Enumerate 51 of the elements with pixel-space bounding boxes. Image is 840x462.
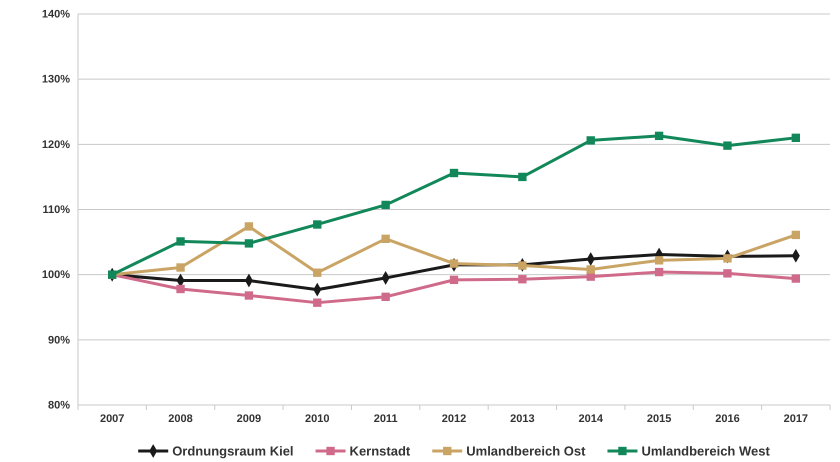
x-tick-label: 2009: [236, 412, 262, 425]
point: [381, 292, 390, 302]
point: [654, 132, 664, 140]
point: [244, 222, 254, 231]
y-tick-label: 140%: [42, 8, 70, 21]
point: [176, 237, 185, 246]
legend-label: Kernstadt: [350, 444, 411, 459]
x-tick-label: 2013: [510, 412, 535, 425]
point: [450, 259, 458, 268]
legend-label: Umlandbereich West: [641, 444, 770, 459]
point: [586, 265, 595, 274]
point: [654, 268, 664, 276]
x-tick-label: 2016: [715, 412, 740, 425]
point: [450, 276, 458, 284]
y-tick-label: 120%: [42, 138, 70, 151]
point: [313, 220, 322, 229]
point: [792, 134, 800, 142]
point: [654, 256, 664, 265]
point: [518, 275, 527, 284]
legend-label: Ordnungsraum Kiel: [172, 444, 294, 459]
x-tick-label: 2007: [100, 412, 124, 425]
point: [313, 268, 322, 277]
point: [450, 168, 458, 178]
point: [723, 254, 732, 263]
point: [518, 172, 527, 182]
y-tick-label: 90%: [48, 334, 70, 346]
point: [176, 284, 185, 294]
point: [723, 269, 732, 278]
point: [586, 136, 595, 145]
x-tick-label: 2012: [442, 412, 466, 425]
x-tick-label: 2011: [374, 412, 398, 425]
y-tick-label: 80%: [48, 400, 70, 412]
y-tick-label: 100%: [42, 269, 70, 282]
x-tick-label: 2008: [168, 412, 193, 425]
x-tick-label: 2014: [578, 412, 604, 425]
legend-label: Umlandbereich Ost: [466, 444, 586, 459]
point: [244, 239, 254, 248]
point: [381, 200, 390, 210]
point: [518, 261, 527, 270]
point: [381, 234, 390, 244]
point: [792, 230, 800, 240]
point: [176, 263, 185, 272]
point: [244, 291, 254, 300]
x-tick-label: 2015: [646, 412, 672, 425]
x-tick-label: 2017: [784, 412, 808, 425]
y-tick-label: 130%: [42, 74, 70, 86]
point: [792, 274, 800, 283]
point: [313, 298, 322, 307]
y-tick-label: 110%: [42, 204, 70, 216]
point: [723, 141, 732, 150]
x-tick-label: 2010: [305, 412, 330, 425]
